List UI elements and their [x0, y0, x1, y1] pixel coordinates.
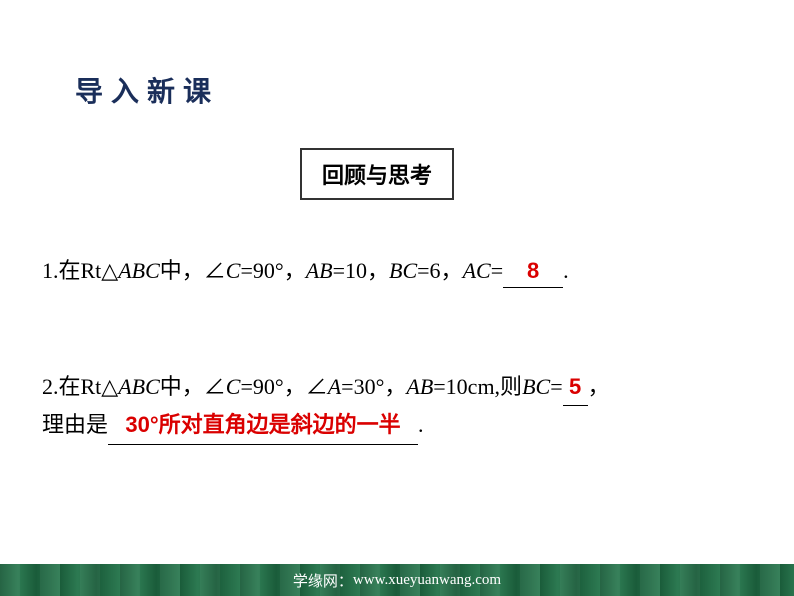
q1-answer: 8: [527, 258, 539, 283]
q1-ac: AC: [463, 258, 491, 283]
q1-bc: BC: [389, 258, 417, 283]
q2-mid3: =30°，: [341, 374, 406, 399]
q1-mid5: =: [491, 258, 503, 283]
q1-ab: AB: [306, 258, 333, 283]
q1-c: C: [226, 258, 241, 283]
q2-reason: 30°所对直角边是斜边的一半: [125, 412, 400, 437]
q2-prefix: 2.在Rt△: [42, 374, 118, 399]
q1-mid4: =6，: [417, 258, 462, 283]
q2-bc: BC: [522, 374, 550, 399]
footer-url: www.xueyuanwang.com: [353, 572, 501, 589]
q2-a: A: [328, 374, 341, 399]
q1-suffix: .: [563, 258, 569, 283]
q2-abc: ABC: [118, 374, 160, 399]
q2-reason-blank: 30°所对直角边是斜边的一半: [108, 406, 418, 444]
q2-mid4: =10cm,则: [433, 374, 522, 399]
q2-comma: ，: [588, 374, 610, 399]
q2-mid5: =: [550, 374, 562, 399]
q2-suffix: .: [418, 412, 424, 437]
q2-c: C: [226, 374, 241, 399]
slide-container: 导入新课 回顾与思考 1.在Rt△ABC中，∠C=90°，AB=10，BC=6，…: [0, 0, 794, 596]
section-title: 导入新课: [75, 70, 219, 110]
q1-mid2: =90°，: [240, 258, 305, 283]
callout-box: 回顾与思考: [300, 148, 454, 200]
question-1: 1.在Rt△ABC中，∠C=90°，AB=10，BC=6，AC= 8.: [42, 254, 569, 288]
q1-blank: 8: [503, 254, 563, 288]
q2-reason-label: 理由是: [42, 412, 108, 437]
footer-bar: 学缘网：www.xueyuanwang.com: [0, 564, 794, 596]
q1-text: 1.在Rt△: [42, 258, 118, 283]
q2-ab: AB: [406, 374, 433, 399]
q2-mid2: =90°，∠: [240, 374, 327, 399]
q1-abc: ABC: [118, 258, 160, 283]
footer-label: 学缘网：: [293, 570, 353, 591]
q1-mid1: 中，∠: [160, 258, 226, 283]
q2-mid1: 中，∠: [160, 374, 226, 399]
q2-answer1: 5: [569, 374, 581, 399]
q2-blank1: 5: [563, 368, 588, 406]
q1-mid3: =10，: [333, 258, 389, 283]
question-2: 2.在Rt△ABC中，∠C=90°，∠A=30°，AB=10cm,则BC= 5 ， 理…: [42, 368, 772, 445]
